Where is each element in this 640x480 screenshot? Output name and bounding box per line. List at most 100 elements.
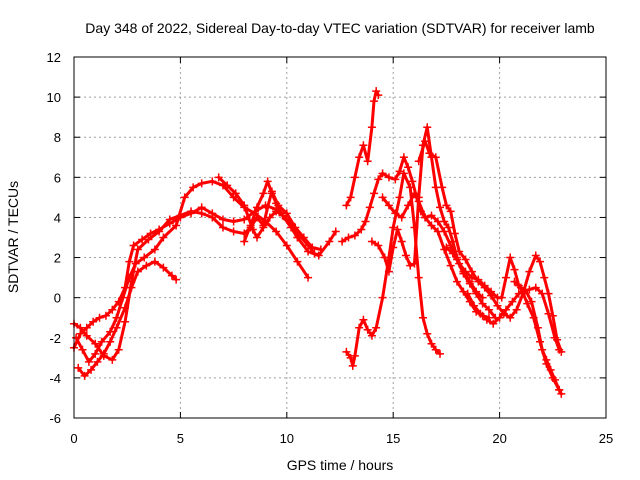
data-point xyxy=(150,257,159,266)
data-point xyxy=(423,123,432,132)
data-point xyxy=(476,309,485,318)
data-point xyxy=(448,249,457,258)
data-point xyxy=(440,217,449,226)
data-point xyxy=(144,235,153,244)
data-point xyxy=(540,273,549,282)
data-point xyxy=(140,253,149,262)
data-point xyxy=(414,157,423,166)
data-point xyxy=(304,241,313,250)
data-point xyxy=(114,345,123,354)
data-point xyxy=(87,365,96,374)
data-point xyxy=(223,181,232,190)
data-point xyxy=(442,201,451,210)
data-point xyxy=(397,237,406,246)
data-point xyxy=(497,293,506,302)
data-point xyxy=(76,323,85,332)
data-point xyxy=(253,203,262,212)
data-point xyxy=(231,189,240,198)
data-point xyxy=(531,251,540,260)
data-point xyxy=(427,339,436,348)
data-point xyxy=(397,213,406,222)
y-tick-label: 10 xyxy=(47,90,61,105)
data-point xyxy=(501,305,510,314)
data-point xyxy=(538,289,547,298)
x-tick-label: 15 xyxy=(386,431,400,446)
data-point xyxy=(267,189,276,198)
data-point xyxy=(331,227,340,236)
data-point xyxy=(555,385,564,394)
y-tick-label: 8 xyxy=(54,130,61,145)
data-point xyxy=(293,233,302,242)
data-point xyxy=(406,183,415,192)
data-point xyxy=(493,301,502,310)
data-point xyxy=(246,221,255,230)
data-point xyxy=(455,259,464,268)
data-point xyxy=(523,299,532,308)
x-tick-label: 0 xyxy=(70,431,77,446)
data-point xyxy=(395,167,404,176)
data-point xyxy=(461,267,470,276)
data-point xyxy=(425,149,434,158)
data-point xyxy=(133,245,142,254)
data-point xyxy=(259,189,268,198)
data-point xyxy=(218,215,227,224)
data-point xyxy=(84,357,93,366)
data-point xyxy=(404,201,413,210)
data-point xyxy=(176,211,185,220)
data-point xyxy=(99,351,108,360)
y-tick-label: -2 xyxy=(49,331,61,346)
data-point xyxy=(408,177,417,186)
data-point xyxy=(316,245,325,254)
data-point xyxy=(350,231,359,240)
data-point xyxy=(555,345,564,354)
data-point xyxy=(489,319,498,328)
data-point xyxy=(74,363,83,372)
data-point xyxy=(265,213,274,222)
data-point xyxy=(197,179,206,188)
data-point xyxy=(514,289,523,298)
data-point xyxy=(338,237,347,246)
data-point xyxy=(106,327,115,336)
data-point xyxy=(350,173,359,182)
data-point xyxy=(442,243,451,252)
data-point xyxy=(399,169,408,178)
data-point xyxy=(370,189,379,198)
data-point xyxy=(367,237,376,246)
data-point xyxy=(229,227,238,236)
y-tick-label: 4 xyxy=(54,210,61,225)
data-point xyxy=(187,207,196,216)
data-point xyxy=(446,207,455,216)
data-point xyxy=(106,337,115,346)
data-point xyxy=(370,97,379,106)
data-point xyxy=(363,325,372,334)
data-point xyxy=(214,173,223,182)
y-tick-label: 12 xyxy=(47,50,61,65)
data-point xyxy=(418,313,427,322)
data-point xyxy=(474,275,483,284)
data-point xyxy=(80,371,89,380)
data-point xyxy=(395,193,404,202)
data-point xyxy=(436,349,445,358)
data-point xyxy=(536,337,545,346)
data-point xyxy=(391,209,400,218)
y-tick-label: 2 xyxy=(54,251,61,266)
data-point xyxy=(165,215,174,224)
data-point xyxy=(431,153,440,162)
data-point xyxy=(363,157,372,166)
data-point xyxy=(557,389,566,398)
series-line xyxy=(344,89,380,207)
data-point xyxy=(218,223,227,232)
data-point xyxy=(484,305,493,314)
series-line xyxy=(381,191,491,320)
data-point xyxy=(348,361,357,370)
data-point xyxy=(512,305,521,314)
data-point xyxy=(125,257,134,266)
data-point xyxy=(438,183,447,192)
data-point xyxy=(342,347,351,356)
x-tick-label: 10 xyxy=(280,431,294,446)
data-point xyxy=(423,329,432,338)
data-point xyxy=(399,153,408,162)
data-point xyxy=(510,265,519,274)
data-point xyxy=(529,313,538,322)
data-point xyxy=(374,175,383,184)
